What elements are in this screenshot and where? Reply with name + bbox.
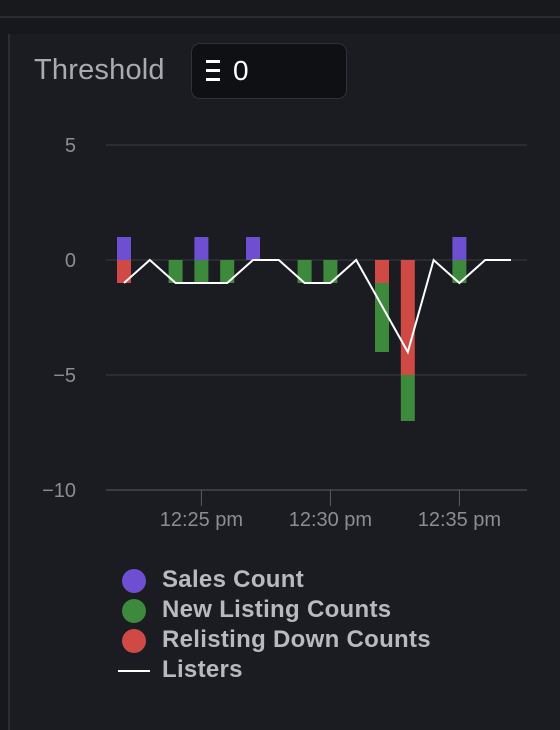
threshold-value: 0 bbox=[233, 55, 249, 86]
y-tick-label: −5 bbox=[53, 365, 76, 387]
threshold-label: Threshold bbox=[34, 54, 165, 86]
y-tick-label: 0 bbox=[65, 250, 76, 272]
bar-sales bbox=[246, 237, 260, 260]
x-tick-label: 12:30 pm bbox=[289, 509, 372, 531]
legend-swatch-new-listing bbox=[122, 599, 146, 623]
bar-sales bbox=[452, 237, 467, 260]
legend-swatch-listers bbox=[118, 670, 150, 672]
bar-new-listing bbox=[168, 260, 183, 283]
bar-new-listing bbox=[452, 260, 467, 283]
eth-icon bbox=[206, 60, 220, 82]
chart-panel bbox=[8, 34, 560, 730]
y-tick-label: 5 bbox=[65, 135, 76, 157]
legend-swatch-relisting-down bbox=[122, 629, 146, 653]
legend-label: New Listing Counts bbox=[162, 596, 392, 623]
threshold-input[interactable]: 0 bbox=[191, 43, 347, 99]
x-tick-label: 12:35 pm bbox=[418, 509, 501, 531]
bar-new-listing bbox=[375, 283, 389, 352]
top-bar bbox=[0, 0, 560, 18]
bar-new-listing bbox=[323, 260, 338, 283]
legend-label: Sales Count bbox=[162, 566, 304, 593]
bar-relisting-down bbox=[400, 260, 415, 375]
bar-relisting-down bbox=[375, 260, 389, 283]
bar-sales bbox=[194, 237, 209, 260]
bar-sales bbox=[117, 237, 131, 260]
listers-line bbox=[123, 258, 511, 355]
bar-new-listing bbox=[194, 260, 209, 283]
x-tick-label: 12:25 pm bbox=[160, 509, 243, 531]
legend-label: Listers bbox=[162, 656, 243, 683]
legend-swatch-sales bbox=[122, 569, 146, 593]
y-tick-label: −10 bbox=[42, 480, 76, 502]
bar-new-listing bbox=[297, 260, 312, 283]
bar-new-listing bbox=[220, 260, 235, 283]
legend-label: Relisting Down Counts bbox=[162, 626, 431, 653]
bar-new-listing bbox=[400, 375, 415, 421]
bar-relisting-down bbox=[117, 260, 131, 283]
